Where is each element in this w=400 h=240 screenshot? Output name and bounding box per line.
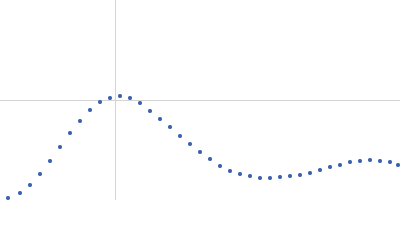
data-point xyxy=(138,101,142,105)
data-point xyxy=(388,160,392,164)
data-point xyxy=(188,142,192,146)
data-point xyxy=(58,145,62,149)
data-point xyxy=(268,176,272,180)
data-point xyxy=(48,159,52,163)
data-point xyxy=(308,171,312,175)
data-point xyxy=(358,159,362,163)
data-point xyxy=(128,96,132,100)
data-point xyxy=(238,172,242,176)
data-point xyxy=(118,94,122,98)
data-point xyxy=(228,169,232,173)
data-point xyxy=(378,159,382,163)
data-point xyxy=(258,176,262,180)
data-point xyxy=(396,163,400,167)
data-point xyxy=(68,131,72,135)
data-point xyxy=(328,165,332,169)
data-point xyxy=(158,117,162,121)
data-point xyxy=(318,168,322,172)
data-point xyxy=(38,172,42,176)
data-point xyxy=(148,109,152,113)
data-point xyxy=(298,173,302,177)
data-point xyxy=(348,160,352,164)
chart xyxy=(0,0,400,200)
data-point xyxy=(18,191,22,195)
data-point xyxy=(78,119,82,123)
data-point xyxy=(6,196,10,200)
data-point xyxy=(178,134,182,138)
data-point xyxy=(198,150,202,154)
data-point xyxy=(98,100,102,104)
data-point xyxy=(28,183,32,187)
data-point xyxy=(208,157,212,161)
data-point xyxy=(218,164,222,168)
data-point xyxy=(278,175,282,179)
data-point xyxy=(368,158,372,162)
data-point xyxy=(338,163,342,167)
data-point xyxy=(288,174,292,178)
data-point xyxy=(88,108,92,112)
data-point xyxy=(248,174,252,178)
data-point xyxy=(168,125,172,129)
data-point xyxy=(108,96,112,100)
